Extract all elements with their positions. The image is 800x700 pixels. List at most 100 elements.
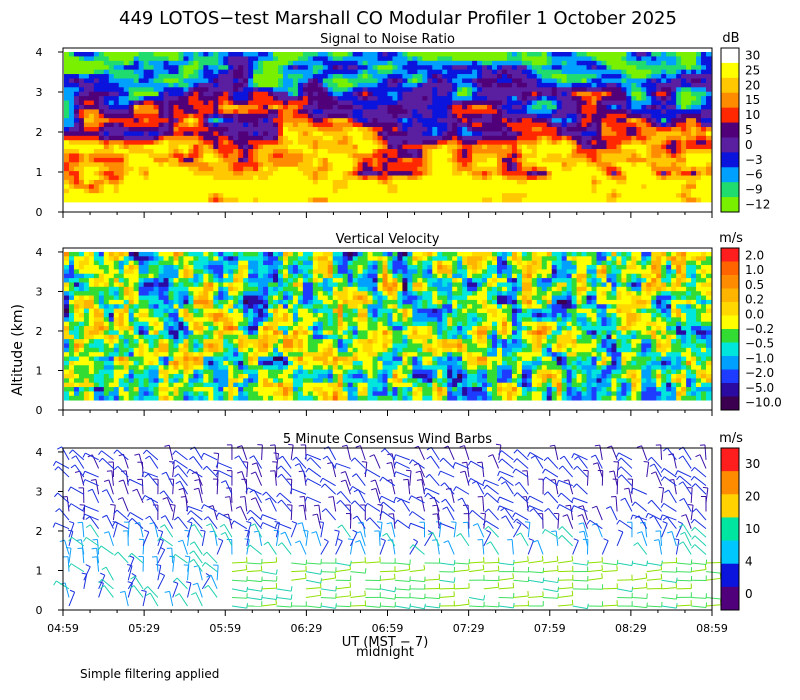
heatmap-cell: [337, 74, 344, 79]
heatmap-cell: [337, 56, 344, 62]
heatmap-cell: [382, 104, 388, 110]
heatmap-cell: [93, 343, 100, 349]
heatmap-cell: [347, 166, 354, 172]
heatmap-cell: [263, 65, 269, 71]
heatmap-cell: [601, 60, 607, 66]
heatmap-cell: [681, 188, 687, 194]
heatmap-cell: [676, 60, 682, 66]
heatmap-cell: [691, 74, 697, 79]
heatmap-cell: [297, 135, 304, 141]
heatmap-cell: [701, 193, 707, 198]
heatmap-cell: [153, 153, 159, 159]
heatmap-cell: [118, 188, 125, 194]
heatmap-cell: [576, 122, 582, 128]
heatmap-cell: [696, 184, 702, 190]
heatmap-cell: [696, 153, 702, 159]
heatmap-cell: [616, 109, 622, 115]
heatmap-cell: [123, 265, 130, 270]
heatmap-cell: [148, 109, 154, 115]
heatmap-cell: [73, 360, 80, 366]
heatmap-cell: [103, 308, 110, 314]
heatmap-cell: [68, 312, 75, 318]
heatmap-cell: [188, 65, 194, 71]
heatmap-cell: [641, 74, 647, 79]
heatmap-cell: [128, 52, 135, 57]
heatmap-cell: [64, 286, 70, 292]
heatmap-cell: [273, 144, 279, 150]
heatmap-cell: [571, 74, 578, 79]
heatmap-cell: [676, 197, 682, 203]
heatmap-cell: [128, 144, 135, 150]
heatmap-cell: [347, 52, 354, 57]
heatmap-cell: [566, 188, 573, 194]
heatmap-cell: [511, 60, 518, 66]
heatmap-cell: [213, 104, 219, 110]
heatmap-cell: [601, 171, 607, 176]
heatmap-cell: [546, 56, 553, 62]
heatmap-cell: [118, 87, 125, 93]
heatmap-cell: [521, 104, 528, 110]
heatmap-cell: [681, 65, 687, 71]
heatmap-cell: [322, 162, 329, 168]
heatmap-cell: [591, 171, 597, 176]
heatmap-cell: [496, 140, 503, 146]
heatmap-cell: [397, 104, 403, 110]
heatmap-cell: [621, 131, 627, 137]
heatmap-cell: [621, 91, 627, 97]
heatmap-cell: [258, 100, 264, 106]
heatmap-cell: [501, 193, 508, 198]
y-tick-label: 2: [36, 126, 43, 139]
heatmap-cell: [417, 78, 423, 84]
heatmap-cell: [263, 175, 269, 181]
heatmap-cell: [268, 171, 274, 176]
heatmap-cell: [73, 326, 80, 331]
heatmap-cell: [437, 82, 443, 88]
heatmap-cell: [521, 96, 528, 101]
heatmap-cell: [681, 127, 687, 132]
heatmap-cell: [696, 162, 702, 168]
heatmap-cell: [641, 65, 647, 71]
heatmap-cell: [477, 74, 483, 79]
heatmap-cell: [263, 188, 269, 194]
heatmap-cell: [601, 74, 607, 79]
heatmap-cell: [372, 56, 378, 62]
heatmap-cell: [427, 56, 433, 62]
heatmap-cell: [417, 69, 423, 75]
heatmap-cell: [656, 135, 662, 141]
heatmap-cell: [676, 118, 682, 123]
heatmap-cell: [357, 157, 364, 163]
heatmap-cell: [427, 157, 433, 163]
heatmap-cell: [397, 87, 403, 93]
heatmap-cell: [243, 179, 249, 185]
heatmap-cell: [606, 118, 612, 123]
heatmap-cell: [253, 96, 259, 101]
heatmap-cell: [606, 69, 612, 75]
heatmap-cell: [312, 87, 319, 93]
heatmap-cell: [88, 166, 95, 172]
heatmap-cell: [123, 317, 130, 323]
heatmap-cell: [706, 197, 712, 203]
heatmap-cell: [88, 365, 95, 371]
heatmap-cell: [377, 149, 383, 154]
heatmap-cell: [143, 109, 150, 115]
heatmap-cell: [397, 91, 403, 97]
heatmap-cell: [68, 356, 75, 362]
heatmap-cell: [531, 175, 538, 181]
heatmap-cell: [223, 184, 229, 190]
heatmap-cell: [581, 153, 587, 159]
heatmap-cell: [362, 118, 368, 123]
heatmap-cell: [133, 343, 140, 349]
heatmap-cell: [621, 197, 627, 203]
heatmap-cell: [108, 286, 115, 292]
heatmap-cell: [681, 104, 687, 110]
heatmap-cell: [571, 179, 578, 185]
heatmap-cell: [188, 74, 194, 79]
heatmap-cell: [417, 104, 423, 110]
heatmap-cell: [68, 52, 75, 57]
heatmap-cell: [128, 69, 135, 75]
heatmap-cell: [681, 179, 687, 185]
heatmap-cell: [113, 295, 120, 301]
heatmap-cell: [606, 104, 612, 110]
heatmap-cell: [108, 131, 115, 137]
heatmap-cell: [422, 65, 428, 71]
